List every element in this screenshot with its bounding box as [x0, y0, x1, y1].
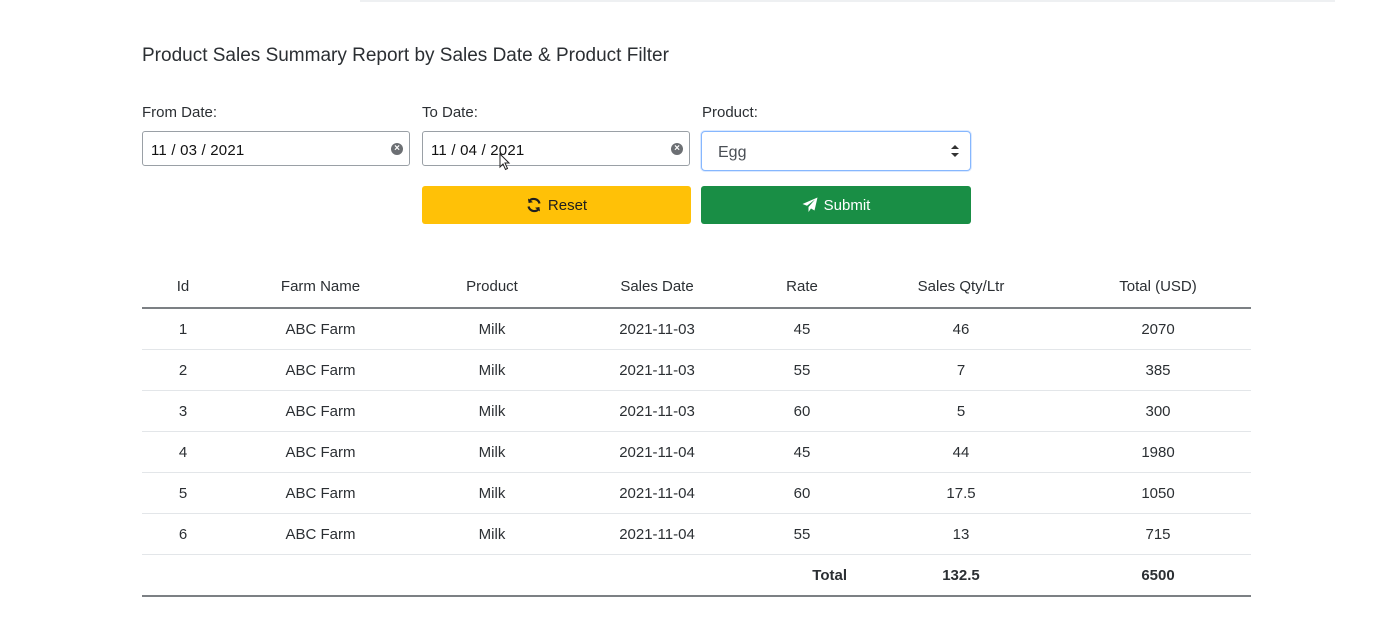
empty-cell: [567, 554, 747, 597]
cell-farm-name: ABC Farm: [224, 308, 417, 350]
reset-button-label: Reset: [547, 196, 588, 214]
total-qty: 132.5: [857, 554, 1065, 597]
cell-sales-date: 2021-11-04: [567, 513, 747, 555]
empty-cell: [224, 554, 417, 597]
product-select-value: Egg: [718, 144, 747, 161]
cell-sales-qty: 5: [857, 390, 1065, 432]
cell-total: 385: [1065, 349, 1251, 391]
mouse-cursor-icon: [499, 153, 511, 171]
table-row: 4 ABC Farm Milk 2021-11-04 45 44 1980: [142, 431, 1251, 473]
cell-farm-name: ABC Farm: [224, 513, 417, 555]
cell-farm-name: ABC Farm: [224, 472, 417, 514]
empty-cell: [142, 554, 224, 597]
from-date-value: 11 / 03 / 2021: [151, 142, 245, 159]
cell-rate: 60: [747, 472, 857, 514]
cell-product: Milk: [417, 431, 567, 473]
to-date-label: To Date:: [422, 104, 478, 121]
product-label: Product:: [702, 104, 758, 121]
header-sales-qty: Sales Qty/Ltr: [857, 266, 1065, 309]
cell-sales-qty: 7: [857, 349, 1065, 391]
to-date-input[interactable]: 11 / 04 / 2021 ×: [422, 131, 690, 166]
cell-rate: 60: [747, 390, 857, 432]
table-row: 6 ABC Farm Milk 2021-11-04 55 13 715: [142, 513, 1251, 555]
cell-sales-date: 2021-11-03: [567, 308, 747, 350]
clear-icon[interactable]: ×: [391, 143, 403, 155]
submit-button-label: Submit: [823, 196, 871, 214]
cell-total: 2070: [1065, 308, 1251, 350]
clear-icon[interactable]: ×: [671, 143, 683, 155]
cell-id: 5: [142, 472, 224, 514]
sort-caret-icon: [951, 145, 959, 157]
from-date-input[interactable]: 11 / 03 / 2021 ×: [142, 131, 410, 166]
header-total-usd: Total (USD): [1065, 266, 1251, 309]
cell-sales-qty: 17.5: [857, 472, 1065, 514]
cell-sales-qty: 46: [857, 308, 1065, 350]
page-title: Product Sales Summary Report by Sales Da…: [142, 45, 669, 66]
cell-rate: 45: [747, 431, 857, 473]
reset-button[interactable]: Reset: [422, 186, 691, 224]
cell-sales-qty: 13: [857, 513, 1065, 555]
table-header-row: Id Farm Name Product Sales Date Rate Sal…: [142, 266, 1251, 309]
table-row: 5 ABC Farm Milk 2021-11-04 60 17.5 1050: [142, 472, 1251, 514]
table-row: 3 ABC Farm Milk 2021-11-03 60 5 300: [142, 390, 1251, 432]
cell-sales-date: 2021-11-04: [567, 431, 747, 473]
cell-product: Milk: [417, 390, 567, 432]
cell-farm-name: ABC Farm: [224, 390, 417, 432]
cell-total: 1980: [1065, 431, 1251, 473]
cell-rate: 45: [747, 308, 857, 350]
cell-product: Milk: [417, 308, 567, 350]
refresh-icon: [526, 197, 542, 213]
table-row: 1 ABC Farm Milk 2021-11-03 45 46 2070: [142, 308, 1251, 350]
cell-id: 3: [142, 390, 224, 432]
header-rate: Rate: [747, 266, 857, 309]
total-label: Total: [747, 554, 857, 597]
cell-farm-name: ABC Farm: [224, 349, 417, 391]
header-farm-name: Farm Name: [224, 266, 417, 309]
cell-id: 4: [142, 431, 224, 473]
header-product: Product: [417, 266, 567, 309]
cell-product: Milk: [417, 349, 567, 391]
cell-total: 1050: [1065, 472, 1251, 514]
cell-total: 300: [1065, 390, 1251, 432]
paper-plane-icon: [802, 197, 818, 213]
cell-product: Milk: [417, 513, 567, 555]
empty-cell: [417, 554, 567, 597]
cell-sales-date: 2021-11-03: [567, 349, 747, 391]
cell-rate: 55: [747, 349, 857, 391]
table-row: 2 ABC Farm Milk 2021-11-03 55 7 385: [142, 349, 1251, 391]
product-select[interactable]: Egg: [701, 131, 971, 171]
header-sales-date: Sales Date: [567, 266, 747, 309]
cell-id: 6: [142, 513, 224, 555]
table-total-row: Total 132.5 6500: [142, 554, 1251, 597]
cell-sales-date: 2021-11-04: [567, 472, 747, 514]
sales-table: Id Farm Name Product Sales Date Rate Sal…: [142, 266, 1251, 597]
from-date-label: From Date:: [142, 104, 218, 121]
cell-farm-name: ABC Farm: [224, 431, 417, 473]
total-amount: 6500: [1065, 554, 1251, 597]
cell-product: Milk: [417, 472, 567, 514]
cell-sales-date: 2021-11-03: [567, 390, 747, 432]
cell-id: 1: [142, 308, 224, 350]
top-divider: [360, 0, 1335, 2]
header-id: Id: [142, 266, 224, 309]
cell-sales-qty: 44: [857, 431, 1065, 473]
cell-total: 715: [1065, 513, 1251, 555]
submit-button[interactable]: Submit: [701, 186, 971, 224]
cell-rate: 55: [747, 513, 857, 555]
cell-id: 2: [142, 349, 224, 391]
